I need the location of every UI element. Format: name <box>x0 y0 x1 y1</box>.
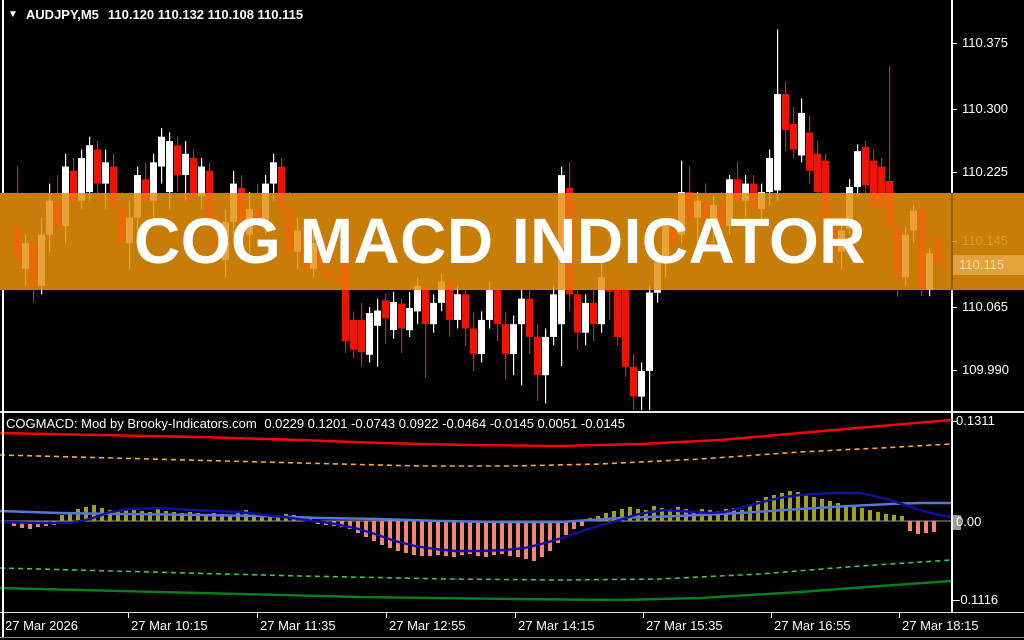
price-label: 110.300 <box>962 101 1009 116</box>
time-label: 27 Mar 10:15 <box>131 618 208 633</box>
price-axis-tick <box>952 43 957 44</box>
time-label: 27 Mar 18:15 <box>902 618 979 633</box>
window-bottom-border <box>0 637 1024 638</box>
time-axis-tick <box>128 613 129 618</box>
time-axis-tick <box>386 613 387 618</box>
banner-candle-ghosts <box>0 193 951 290</box>
time-axis-tick <box>515 613 516 618</box>
time-axis-border <box>0 612 1024 613</box>
chart-ohlc-quotes: 110.120 110.132 110.108 110.115 <box>107 7 304 22</box>
banner-title: COG MACD INDICATOR <box>134 204 866 277</box>
time-label: 27 Mar 11:35 <box>260 618 336 633</box>
indicator-axis-tick <box>952 421 957 422</box>
panel-separator-horizontal[interactable] <box>0 411 1024 413</box>
chart-symbol: AUDJPY,M5 <box>25 7 99 22</box>
price-label: 110.065 <box>962 299 1009 314</box>
indicator-axis-label: 0.1311 <box>956 413 995 428</box>
price-axis-tick <box>952 109 957 110</box>
indicator-zero-tag <box>951 515 961 530</box>
axis-separator-vertical <box>951 0 953 612</box>
price-label: 110.225 <box>962 164 1009 179</box>
banner <box>0 193 1024 290</box>
time-axis-tick <box>899 613 900 618</box>
price-label: 110.145 <box>962 233 1009 248</box>
price-axis-tick <box>952 172 957 173</box>
indicator-title: COGMACD: Mod by Brooky-Indicators.com <box>6 416 257 431</box>
time-label: 27 Mar 12:55 <box>389 618 466 633</box>
symbol-dropdown-icon[interactable]: ▼ <box>8 9 18 20</box>
price-axis-tick <box>952 241 957 242</box>
indicator-axis-label: 0.00 <box>956 514 982 529</box>
chart-title: ▼ AUDJPY,M5 110.120 110.132 110.108 110.… <box>8 7 303 22</box>
indicator-axis-tick <box>952 600 957 601</box>
time-axis-tick <box>643 613 644 618</box>
time-label: 27 Mar 14:15 <box>518 618 595 633</box>
time-axis-tick <box>771 613 772 618</box>
time-label: 27 Mar 15:35 <box>646 618 723 633</box>
time-axis-tick <box>257 613 258 618</box>
indicator-axis-label: -0.1116 <box>956 592 999 607</box>
price-axis-tick <box>952 307 957 308</box>
indicator-values: 0.0229 0.1201 -0.0743 0.0922 -0.0464 -0.… <box>264 416 626 431</box>
current-price-tag: 110.115 <box>953 255 1024 275</box>
price-label: 110.375 <box>962 35 1009 50</box>
time-label: 27 Mar 16:55 <box>774 618 851 633</box>
indicator-chart[interactable] <box>0 410 951 612</box>
price-label: 109.990 <box>962 362 1009 377</box>
indicator-label: COGMACD: Mod by Brooky-Indicators.com 0.… <box>6 416 629 431</box>
price-axis-tick <box>952 370 957 371</box>
window-left-border <box>2 0 4 637</box>
time-label: 27 Mar 2026 <box>5 618 78 633</box>
